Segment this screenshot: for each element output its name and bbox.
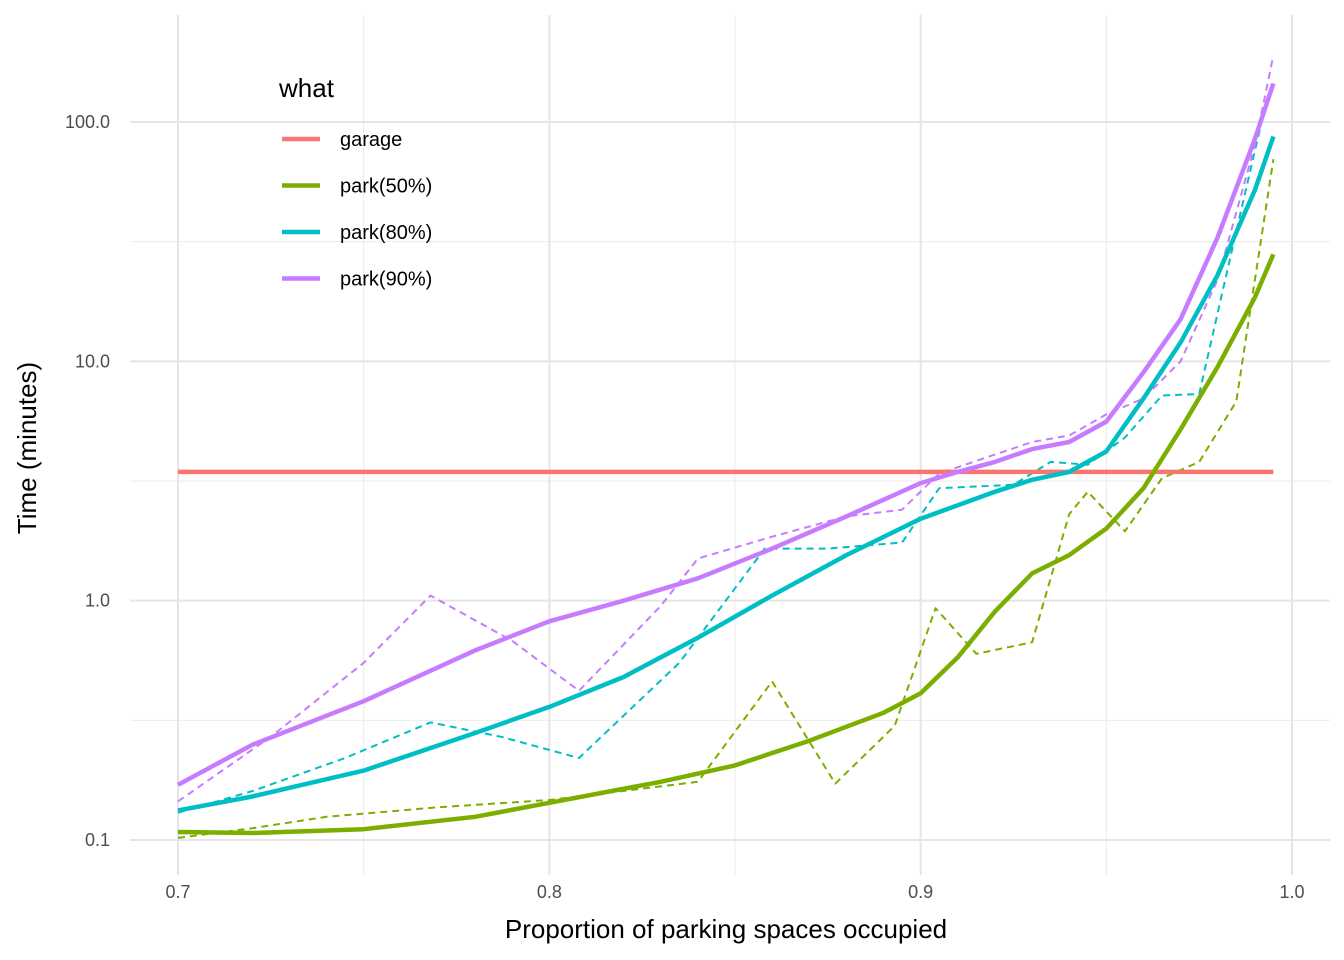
x-tick-labels: 0.7 0.8 0.9 1.0: [165, 882, 1304, 902]
series-layer: [176, 55, 1276, 839]
x-tick-label: 0.8: [537, 882, 562, 902]
y-tick-label: 0.1: [85, 830, 110, 850]
minor-gridlines: [130, 15, 1330, 875]
legend-label: park(90%): [340, 269, 432, 291]
x-tick-label: 1.0: [1279, 882, 1304, 902]
y-tick-labels: 0.1 1.0 10.0 100.0: [65, 112, 110, 850]
series-line-park-50-dashed: [177, 158, 1275, 839]
y-tick-label: 10.0: [75, 351, 110, 371]
y-axis-title: Time (minutes): [12, 362, 42, 534]
legend-label: park(50%): [340, 176, 432, 198]
legend-title: what: [278, 73, 335, 103]
x-axis-title: Proportion of parking spaces occupied: [505, 914, 947, 944]
y-tick-label: 1.0: [85, 591, 110, 611]
legend-label: garage: [340, 129, 402, 151]
x-tick-label: 0.9: [908, 882, 933, 902]
legend-label: park(80%): [340, 222, 432, 244]
legend: what garage park(50%) park(80%) park(90%): [278, 73, 432, 291]
major-gridlines: [130, 15, 1330, 875]
x-tick-label: 0.7: [165, 882, 190, 902]
series-line-park-80-solid: [177, 135, 1276, 813]
y-tick-label: 100.0: [65, 112, 110, 132]
series-line-park-50-solid: [177, 253, 1276, 836]
series-line-park-80-dashed: [177, 102, 1267, 814]
series-line-park-90-solid: [176, 82, 1276, 787]
series-line-park-90-dashed: [177, 55, 1275, 803]
